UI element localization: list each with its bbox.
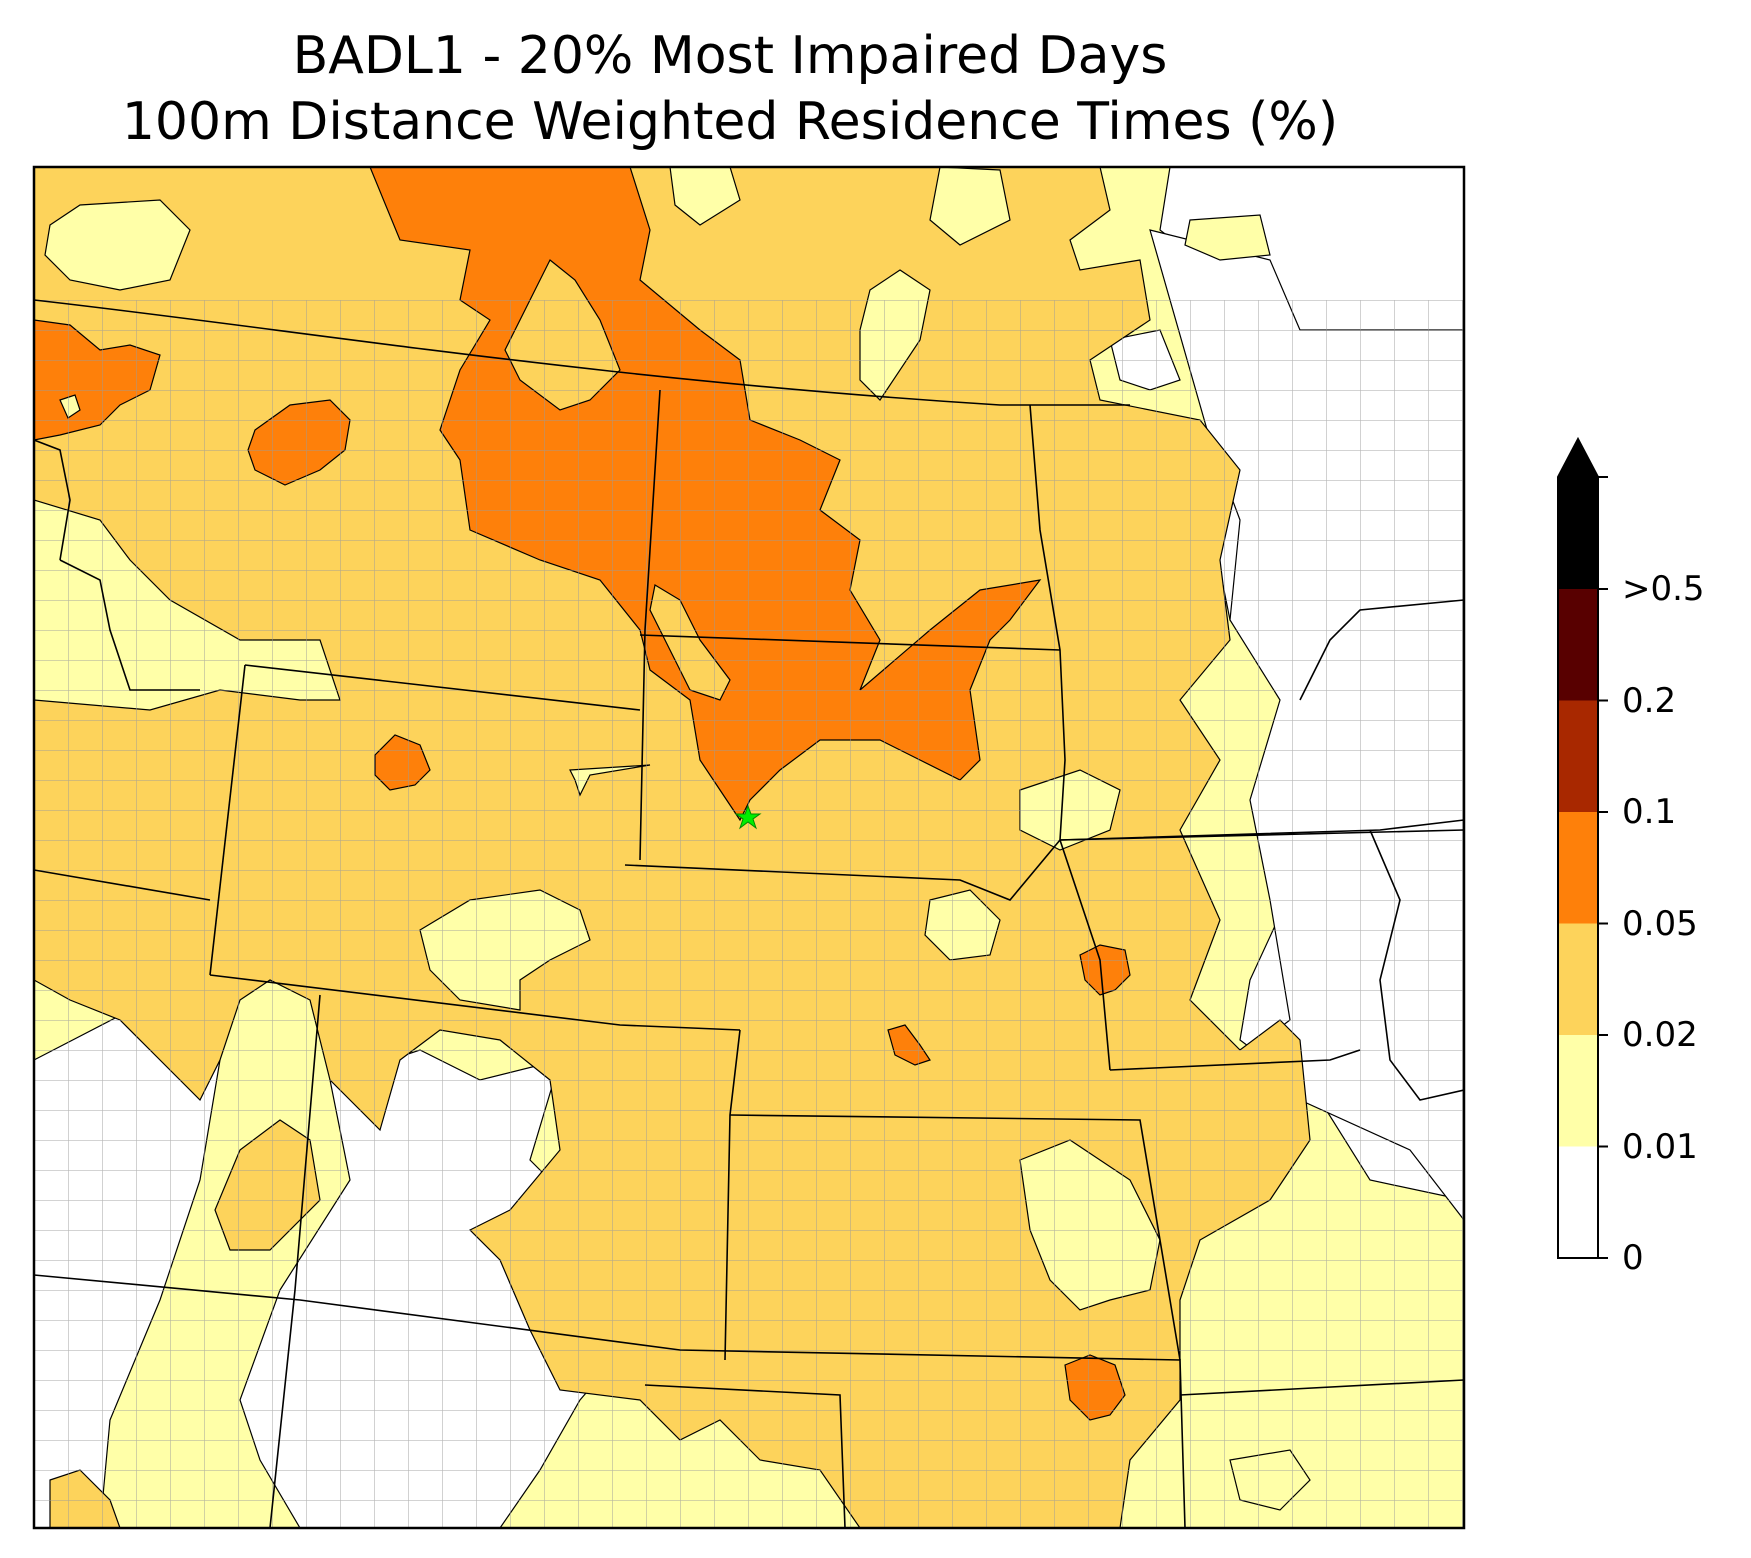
bin-0.01-0.02-area — [929, 167, 1011, 246]
bin-0.01-0.02-area — [1184, 214, 1271, 261]
colorbar-bin — [1558, 700, 1598, 812]
colorbar — [1557, 436, 1608, 1259]
colorbar-tick-label: 0.1 — [1622, 792, 1677, 832]
colorbar-bin — [1558, 589, 1598, 701]
colorbar-bin — [1558, 923, 1598, 1035]
colorbar-bin — [1558, 812, 1598, 924]
colorbar-tick-label: 0.05 — [1622, 903, 1698, 944]
county-boundaries — [34, 300, 1464, 1528]
colorbar-bin — [1558, 477, 1598, 589]
colorbar-bin — [1558, 1146, 1598, 1258]
colorbar-bin — [1558, 1035, 1598, 1147]
colorbar-extend-arrow — [1558, 439, 1598, 477]
colorbar-outline — [1557, 436, 1599, 1259]
state-boundaries — [34, 299, 1464, 1528]
colorbar-tick-label: 0.2 — [1622, 680, 1677, 721]
bin-0.01-0.02-area — [44, 199, 191, 291]
map-title-line-2: 100m Distance Weighted Residence Times (… — [121, 92, 1339, 152]
colorbar-tick-label: 0 — [1622, 1238, 1644, 1278]
bin-0.01-0.02-area — [669, 167, 741, 226]
map-title-line-1: BADL1 - 20% Most Impaired Days — [292, 26, 1168, 86]
map-frame — [32, 165, 1466, 1530]
colorbar-tick-label: 0.02 — [1622, 1015, 1698, 1055]
site-marker-star — [734, 804, 762, 830]
colorbar-tick-label: >0.5 — [1622, 569, 1705, 609]
colorbar-tick-label: 0.01 — [1622, 1126, 1698, 1167]
